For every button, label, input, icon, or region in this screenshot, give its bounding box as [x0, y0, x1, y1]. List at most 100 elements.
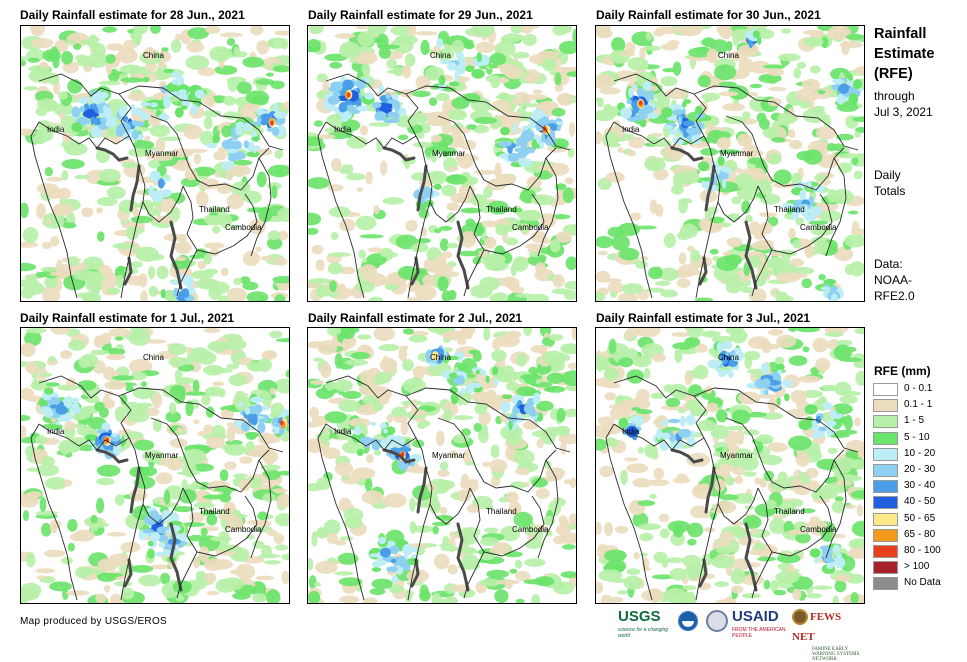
noaa-logo-icon — [678, 611, 698, 631]
country-label-thailand: Thailand — [774, 507, 805, 516]
legend-swatch — [873, 544, 898, 558]
legend-label: 10 - 20 — [904, 447, 936, 459]
country-label-thailand: Thailand — [486, 507, 517, 516]
usgs-tagline: science for a changing world — [618, 627, 669, 639]
sidebar-data-line2: NOAA- — [874, 273, 913, 287]
country-label-myanmar: Myanmar — [145, 149, 179, 158]
sidebar-data-source: Data: NOAA- RFE2.0 — [874, 256, 915, 304]
country-label-china: China — [143, 51, 164, 60]
rain-hotspots — [351, 345, 544, 583]
legend-label: > 100 — [904, 561, 930, 573]
legend-item: > 100 — [873, 560, 965, 576]
legend-item: 50 - 65 — [873, 512, 965, 528]
rain-field — [308, 26, 576, 301]
country-label-india: India — [334, 427, 352, 436]
legend-item: 65 - 80 — [873, 528, 965, 544]
coastlines — [670, 448, 758, 592]
sidebar-title-line2: Estimate — [874, 46, 935, 62]
legend-title: RFE (mm) — [874, 364, 931, 378]
rainfall-map: China India Myanmar Thailand Cambodia — [21, 26, 289, 301]
panel-title-3jul: Daily Rainfall estimate for 3 Jul., 2021 — [596, 311, 811, 325]
country-borders — [605, 375, 859, 601]
legend-swatch — [873, 512, 898, 526]
legend-swatch — [873, 431, 898, 445]
sidebar-daily-totals: Daily Totals — [874, 167, 905, 199]
country-label-india: India — [334, 125, 352, 134]
legend-label: 20 - 30 — [904, 463, 936, 475]
map-panel-30jun: China India Myanmar Thailand Cambodia — [595, 25, 865, 302]
legend-swatch — [873, 561, 898, 575]
legend-item: 0 - 0.1 — [873, 382, 965, 398]
usaid-logo: USAID FROM THE AMERICAN PEOPLE — [732, 607, 792, 639]
map-panel-1jul: China India Myanmar Thailand Cambodia — [20, 327, 290, 604]
rain-field — [21, 328, 289, 603]
legend-label: 5 - 10 — [904, 431, 930, 443]
country-label-cambodia: Cambodia — [800, 525, 837, 534]
country-label-thailand: Thailand — [199, 507, 230, 516]
legend-swatch — [873, 496, 898, 510]
legend-item: 40 - 50 — [873, 495, 965, 511]
legend-swatch — [873, 463, 898, 477]
legend-label: No Data — [904, 577, 941, 589]
fews-tagline: FAMINE EARLY WARNING SYSTEMS NETWORK — [812, 647, 860, 662]
usaid-tagline: FROM THE AMERICAN PEOPLE — [732, 627, 786, 639]
country-label-myanmar: Myanmar — [720, 149, 754, 158]
rainfall-map: China India Myanmar Thailand Cambodia — [308, 26, 576, 301]
panel-title-2jul: Daily Rainfall estimate for 2 Jul., 2021 — [308, 311, 523, 325]
legend-item: 80 - 100 — [873, 544, 965, 560]
legend-item: No Data — [873, 576, 965, 592]
country-borders — [30, 73, 284, 299]
country-label-myanmar: Myanmar — [720, 451, 754, 460]
rain-hotspots — [617, 28, 863, 301]
legend-label: 40 - 50 — [904, 496, 936, 508]
legend-label: 30 - 40 — [904, 480, 936, 492]
country-label-china: China — [718, 51, 739, 60]
panel-title-30jun: Daily Rainfall estimate for 30 Jun., 202… — [596, 8, 821, 22]
panel-title-28jun: Daily Rainfall estimate for 28 Jun., 202… — [20, 8, 245, 22]
legend-swatch — [873, 399, 898, 413]
legend-swatch — [873, 415, 898, 429]
map-panel-28jun: China India Myanmar Thailand Cambodia — [20, 25, 290, 302]
legend-item: 30 - 40 — [873, 479, 965, 495]
country-label-thailand: Thailand — [486, 205, 517, 214]
country-label-cambodia: Cambodia — [512, 223, 549, 232]
legend-item: 10 - 20 — [873, 447, 965, 463]
state-department-seal-icon — [706, 610, 728, 632]
coastlines — [95, 146, 183, 290]
legend-item: 0.1 - 1 — [873, 398, 965, 414]
rain-field — [308, 328, 576, 603]
rain-hotspots — [71, 69, 287, 301]
sidebar-daily-line1: Daily — [874, 168, 901, 182]
country-label-cambodia: Cambodia — [225, 223, 262, 232]
map-panel-29jun: China India Myanmar Thailand Cambodia — [307, 25, 577, 302]
sidebar-title: Rainfall Estimate (RFE) — [874, 24, 934, 84]
fews-net-logo: FEWS NET FAMINE EARLY WARNING SYSTEMS NE… — [792, 607, 864, 662]
sidebar-data-line1: Data: — [874, 257, 903, 271]
sidebar-title-line3: (RFE) — [874, 66, 913, 82]
country-label-china: China — [430, 353, 451, 362]
legend-item: 5 - 10 — [873, 431, 965, 447]
country-label-china: China — [143, 353, 164, 362]
panel-title-29jun: Daily Rainfall estimate for 29 Jun., 202… — [308, 8, 533, 22]
sidebar-through-line1: through — [874, 89, 915, 103]
legend-label: 80 - 100 — [904, 544, 941, 556]
country-label-cambodia: Cambodia — [800, 223, 837, 232]
sidebar-data-line3: RFE2.0 — [874, 289, 915, 303]
rainfall-map: China India Myanmar Thailand Cambodia — [596, 328, 864, 603]
rainfall-map: China India Myanmar Thailand Cambodia — [596, 26, 864, 301]
country-label-china: China — [430, 51, 451, 60]
sidebar-through: through Jul 3, 2021 — [874, 88, 933, 120]
fews-globe-icon — [792, 609, 808, 626]
country-label-india: India — [622, 427, 640, 436]
rainfall-map: China India Myanmar Thailand Cambodia — [308, 328, 576, 603]
partner-logos: USGS science for a changing world USAID … — [618, 607, 864, 662]
country-label-thailand: Thailand — [199, 205, 230, 214]
legend-swatch — [873, 383, 898, 396]
map-panel-2jul: China India Myanmar Thailand Cambodia — [307, 327, 577, 604]
legend-swatch — [873, 447, 898, 461]
country-label-thailand: Thailand — [774, 205, 805, 214]
coastlines — [95, 448, 183, 592]
usgs-logo: USGS science for a changing world — [618, 607, 676, 639]
sidebar-daily-line2: Totals — [874, 184, 906, 198]
country-label-myanmar: Myanmar — [145, 451, 179, 460]
